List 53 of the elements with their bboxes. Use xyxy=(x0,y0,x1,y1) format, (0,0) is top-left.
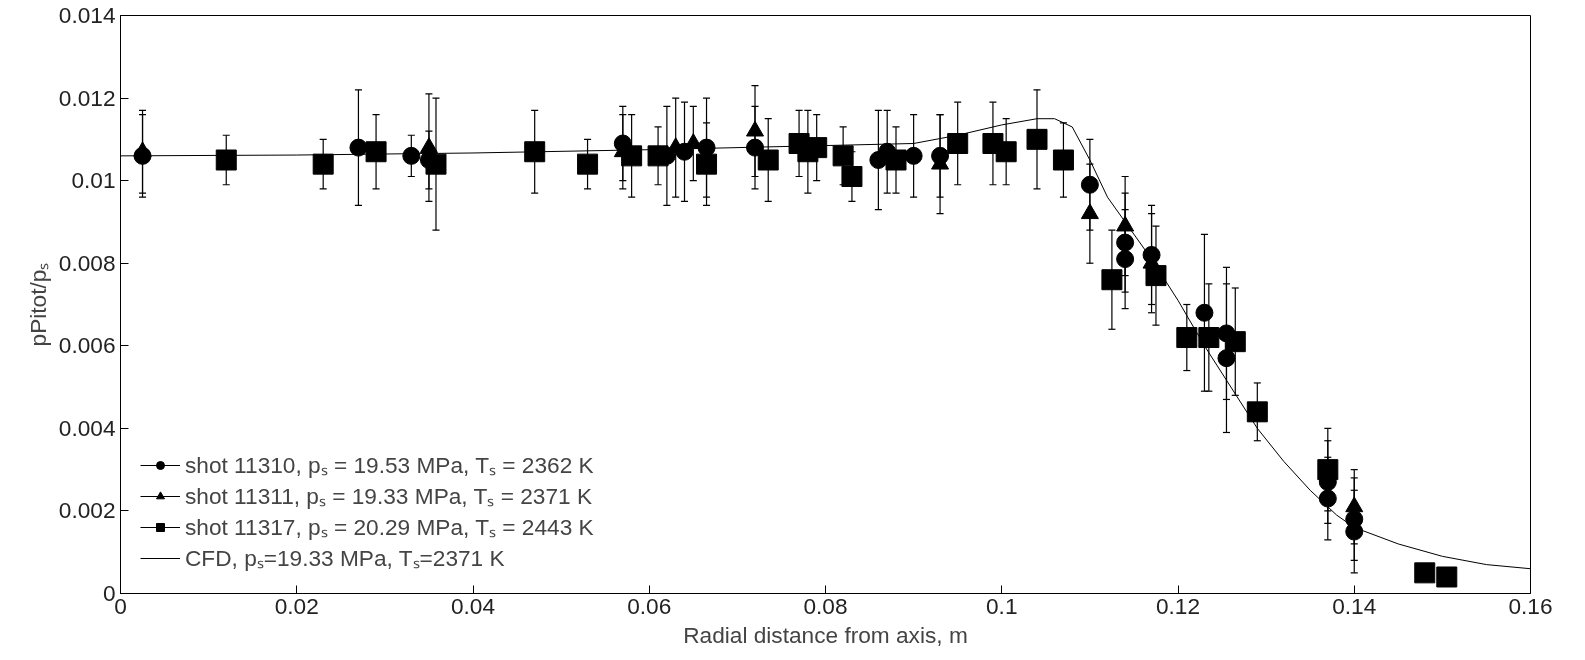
point xyxy=(1145,265,1167,287)
point xyxy=(832,145,854,167)
point xyxy=(885,149,907,171)
y-tick-label: 0.006 xyxy=(58,332,116,359)
point xyxy=(1198,327,1220,349)
y-tick-label: 0.012 xyxy=(58,84,116,111)
point xyxy=(1224,331,1246,353)
point xyxy=(1101,269,1123,291)
point xyxy=(1195,303,1214,322)
point xyxy=(1246,401,1268,423)
point xyxy=(806,137,828,159)
legend-label: shot 11311, pₛ = 19.33 MPa, Tₛ = 2371 K xyxy=(185,482,592,511)
y-tick-label: 0.008 xyxy=(58,249,116,276)
point xyxy=(425,153,447,175)
y-tick-label: 0.014 xyxy=(58,2,116,28)
x-tick-label: 0.06 xyxy=(627,592,672,619)
legend-label: shot 11317, pₛ = 20.29 MPa, Tₛ = 2443 K xyxy=(185,513,594,542)
point xyxy=(1436,566,1458,588)
x-tick-label: 0.02 xyxy=(274,592,319,619)
point xyxy=(757,149,779,171)
x-tick-label: 0.16 xyxy=(1508,592,1553,619)
point xyxy=(1317,459,1339,481)
point xyxy=(1176,327,1198,349)
point xyxy=(947,132,969,154)
point xyxy=(365,141,387,163)
point xyxy=(1026,128,1048,150)
point xyxy=(215,149,237,171)
point xyxy=(904,146,923,165)
x-axis-title: Radial distance from axis, m xyxy=(683,621,968,648)
point xyxy=(1052,149,1074,171)
legend-label: CFD, pₛ=19.33 MPa, Tₛ=2371 K xyxy=(185,544,505,573)
point xyxy=(841,166,863,188)
y-axis-title: pPitot/pₛ xyxy=(24,262,51,347)
point xyxy=(621,145,643,167)
x-tick-label: 0.1 xyxy=(986,592,1018,619)
point xyxy=(1217,349,1236,368)
x-tick-label: 0.08 xyxy=(803,592,848,619)
point xyxy=(696,153,718,175)
legend-label: shot 11310, pₛ = 19.53 MPa, Tₛ = 2362 K xyxy=(185,451,594,480)
point xyxy=(995,141,1017,163)
x-tick-label: 0.04 xyxy=(450,592,496,619)
y-tick-label: 0.002 xyxy=(58,497,116,524)
point xyxy=(524,141,546,163)
point xyxy=(1414,562,1436,584)
y-tick-label: 0.01 xyxy=(71,167,116,194)
x-tick-label: 0.12 xyxy=(1155,592,1201,619)
point xyxy=(577,153,599,175)
point xyxy=(312,153,334,175)
y-tick-label: 0.004 xyxy=(58,414,116,441)
point xyxy=(402,146,421,165)
x-tick-label: 0.14 xyxy=(1332,592,1377,619)
point xyxy=(419,137,438,154)
point xyxy=(647,145,669,167)
